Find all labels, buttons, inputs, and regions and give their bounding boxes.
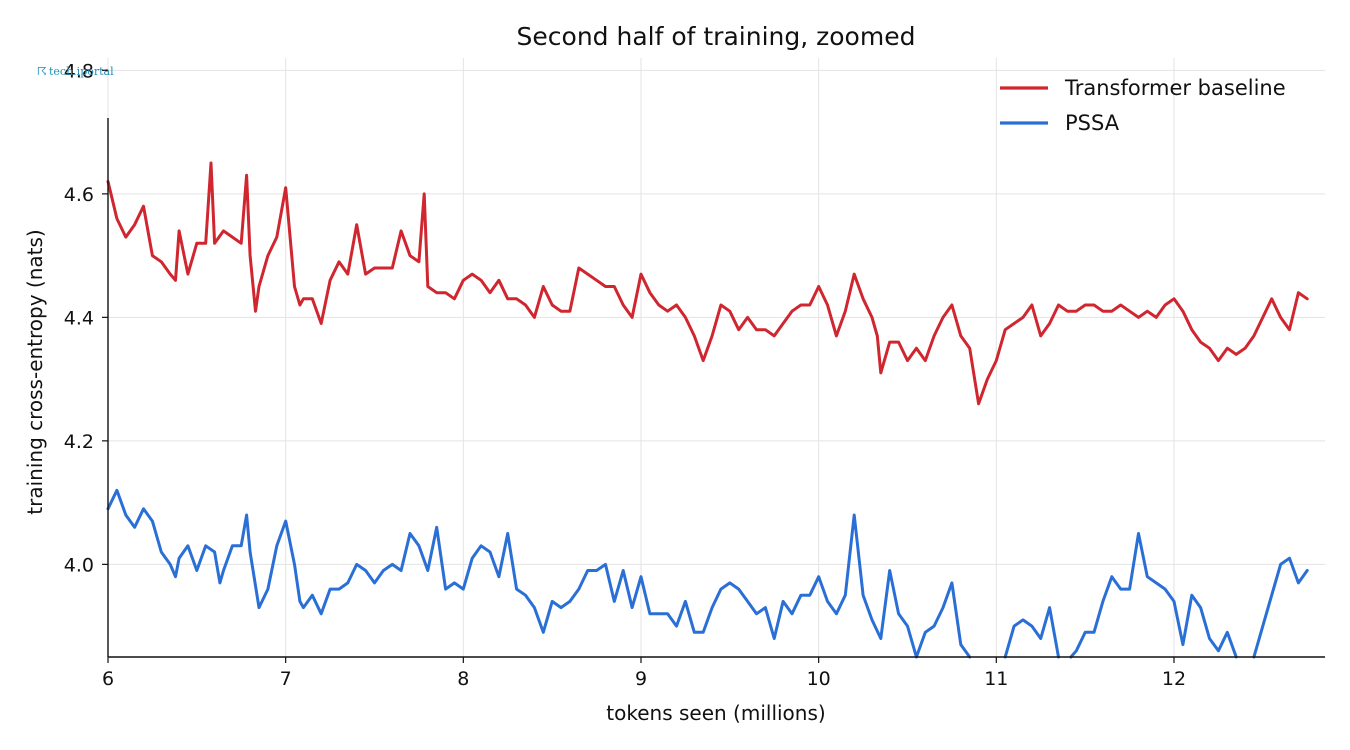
legend: Transformer baseline PSSA — [1000, 76, 1286, 135]
y-tick-label: 4.4 — [64, 307, 94, 329]
y-tick-label: 4.2 — [64, 431, 94, 453]
y-tick-label: 4.8 — [64, 60, 94, 82]
series-line-2 — [1003, 606, 1060, 659]
watermark-logo-icon: ☈ — [37, 65, 47, 78]
series-line-0 — [106, 161, 1309, 406]
watermark-text: tech.iportal — [49, 65, 114, 78]
series-line-3 — [1069, 532, 1238, 659]
y-tick-label: 4.6 — [64, 184, 94, 206]
watermark: ☈ tech.iportal — [37, 65, 114, 78]
series-line-4 — [1252, 556, 1309, 659]
x-tick-label: 7 — [280, 668, 292, 690]
x-tick-label: 12 — [1162, 668, 1186, 690]
series-layer — [106, 161, 1309, 659]
x-tick-label: 11 — [984, 668, 1008, 690]
y-axis-label: training cross-entropy (nats) — [23, 229, 47, 514]
y-axis-ticks: 4.0 4.2 4.4 4.6 4.8 — [64, 60, 108, 576]
x-tick-label: 10 — [807, 668, 831, 690]
x-axis-ticks: 6 7 8 9 10 11 12 — [102, 657, 1186, 690]
legend-label: Transformer baseline — [1064, 76, 1286, 100]
axes — [107, 118, 1325, 658]
legend-label: PSSA — [1065, 111, 1120, 135]
x-tick-label: 8 — [457, 668, 469, 690]
chart-title: Second half of training, zoomed — [517, 22, 916, 51]
grid-lines — [107, 58, 1325, 657]
x-tick-label: 9 — [635, 668, 647, 690]
series-line-1 — [106, 488, 972, 659]
x-tick-label: 6 — [102, 668, 114, 690]
x-axis-label: tokens seen (millions) — [606, 701, 825, 725]
y-tick-label: 4.0 — [64, 554, 94, 576]
